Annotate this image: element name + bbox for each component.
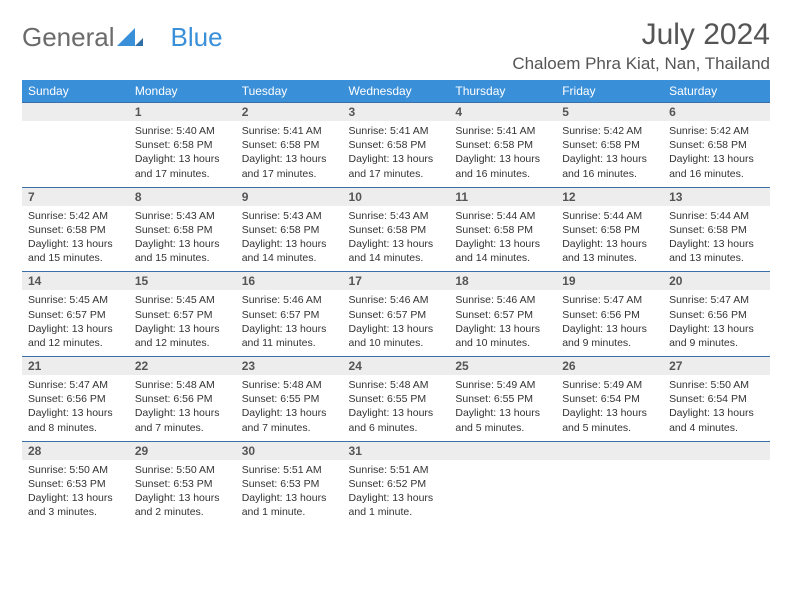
day-cell: Sunrise: 5:47 AMSunset: 6:56 PMDaylight:… [22,375,129,441]
day-cell: Sunrise: 5:51 AMSunset: 6:53 PMDaylight:… [236,460,343,526]
day-number-row: 78910111213 [22,187,770,206]
day-cell: Sunrise: 5:44 AMSunset: 6:58 PMDaylight:… [449,206,556,272]
calendar-table: Sunday Monday Tuesday Wednesday Thursday… [22,80,770,525]
day-cell: Sunrise: 5:42 AMSunset: 6:58 PMDaylight:… [22,206,129,272]
day-number: 12 [556,187,663,206]
day-cell: Sunrise: 5:49 AMSunset: 6:54 PMDaylight:… [556,375,663,441]
day-number: 14 [22,272,129,291]
day-number: 20 [663,272,770,291]
day-number: 5 [556,103,663,122]
day-cell: Sunrise: 5:47 AMSunset: 6:56 PMDaylight:… [556,290,663,356]
weekday-header: Saturday [663,80,770,103]
day-cell: Sunrise: 5:46 AMSunset: 6:57 PMDaylight:… [449,290,556,356]
day-cell: Sunrise: 5:40 AMSunset: 6:58 PMDaylight:… [129,121,236,187]
day-number [449,441,556,460]
day-cell [663,460,770,526]
day-number: 3 [343,103,450,122]
day-number: 11 [449,187,556,206]
day-number [556,441,663,460]
day-data-row: Sunrise: 5:45 AMSunset: 6:57 PMDaylight:… [22,290,770,356]
title-block: July 2024 Chaloem Phra Kiat, Nan, Thaila… [512,18,770,74]
day-cell: Sunrise: 5:41 AMSunset: 6:58 PMDaylight:… [449,121,556,187]
day-cell: Sunrise: 5:46 AMSunset: 6:57 PMDaylight:… [236,290,343,356]
day-cell: Sunrise: 5:43 AMSunset: 6:58 PMDaylight:… [343,206,450,272]
day-number: 1 [129,103,236,122]
month-title: July 2024 [512,18,770,52]
day-number-row: 123456 [22,103,770,122]
day-number: 25 [449,357,556,376]
day-cell: Sunrise: 5:45 AMSunset: 6:57 PMDaylight:… [22,290,129,356]
day-cell: Sunrise: 5:50 AMSunset: 6:54 PMDaylight:… [663,375,770,441]
day-cell [22,121,129,187]
day-cell: Sunrise: 5:42 AMSunset: 6:58 PMDaylight:… [556,121,663,187]
day-number: 18 [449,272,556,291]
day-cell: Sunrise: 5:43 AMSunset: 6:58 PMDaylight:… [129,206,236,272]
location: Chaloem Phra Kiat, Nan, Thailand [512,54,770,74]
weekday-header: Wednesday [343,80,450,103]
day-number-row: 14151617181920 [22,272,770,291]
day-cell: Sunrise: 5:50 AMSunset: 6:53 PMDaylight:… [129,460,236,526]
day-number: 26 [556,357,663,376]
day-number [663,441,770,460]
day-number: 2 [236,103,343,122]
day-cell: Sunrise: 5:47 AMSunset: 6:56 PMDaylight:… [663,290,770,356]
day-number: 8 [129,187,236,206]
day-number: 30 [236,441,343,460]
weekday-header: Friday [556,80,663,103]
day-cell: Sunrise: 5:50 AMSunset: 6:53 PMDaylight:… [22,460,129,526]
logo-triangle-icon [117,22,143,53]
day-cell: Sunrise: 5:41 AMSunset: 6:58 PMDaylight:… [343,121,450,187]
day-cell: Sunrise: 5:48 AMSunset: 6:55 PMDaylight:… [236,375,343,441]
day-number: 10 [343,187,450,206]
day-cell: Sunrise: 5:51 AMSunset: 6:52 PMDaylight:… [343,460,450,526]
weekday-header: Sunday [22,80,129,103]
day-number: 7 [22,187,129,206]
day-cell [449,460,556,526]
day-number: 16 [236,272,343,291]
day-number: 9 [236,187,343,206]
day-cell [556,460,663,526]
day-cell: Sunrise: 5:48 AMSunset: 6:56 PMDaylight:… [129,375,236,441]
day-number: 22 [129,357,236,376]
day-cell: Sunrise: 5:44 AMSunset: 6:58 PMDaylight:… [556,206,663,272]
logo: General Blue [22,18,223,53]
day-number: 24 [343,357,450,376]
day-number: 4 [449,103,556,122]
day-number: 28 [22,441,129,460]
day-cell: Sunrise: 5:42 AMSunset: 6:58 PMDaylight:… [663,121,770,187]
day-number: 17 [343,272,450,291]
day-data-row: Sunrise: 5:47 AMSunset: 6:56 PMDaylight:… [22,375,770,441]
weekday-header-row: Sunday Monday Tuesday Wednesday Thursday… [22,80,770,103]
day-cell: Sunrise: 5:49 AMSunset: 6:55 PMDaylight:… [449,375,556,441]
day-number [22,103,129,122]
header: General Blue July 2024 Chaloem Phra Kiat… [22,18,770,74]
day-number: 15 [129,272,236,291]
day-number: 27 [663,357,770,376]
day-data-row: Sunrise: 5:50 AMSunset: 6:53 PMDaylight:… [22,460,770,526]
day-number: 19 [556,272,663,291]
day-cell: Sunrise: 5:48 AMSunset: 6:55 PMDaylight:… [343,375,450,441]
day-cell: Sunrise: 5:46 AMSunset: 6:57 PMDaylight:… [343,290,450,356]
day-number: 13 [663,187,770,206]
day-data-row: Sunrise: 5:40 AMSunset: 6:58 PMDaylight:… [22,121,770,187]
logo-text-gray: General [22,22,115,53]
weekday-header: Monday [129,80,236,103]
day-cell: Sunrise: 5:43 AMSunset: 6:58 PMDaylight:… [236,206,343,272]
weekday-header: Tuesday [236,80,343,103]
day-number: 31 [343,441,450,460]
day-number: 21 [22,357,129,376]
day-number: 6 [663,103,770,122]
day-data-row: Sunrise: 5:42 AMSunset: 6:58 PMDaylight:… [22,206,770,272]
weekday-header: Thursday [449,80,556,103]
day-cell: Sunrise: 5:41 AMSunset: 6:58 PMDaylight:… [236,121,343,187]
day-cell: Sunrise: 5:45 AMSunset: 6:57 PMDaylight:… [129,290,236,356]
day-number-row: 28293031 [22,441,770,460]
logo-text-blue: Blue [171,22,223,53]
day-number-row: 21222324252627 [22,357,770,376]
day-cell: Sunrise: 5:44 AMSunset: 6:58 PMDaylight:… [663,206,770,272]
calendar-body: 123456Sunrise: 5:40 AMSunset: 6:58 PMDay… [22,103,770,526]
day-number: 29 [129,441,236,460]
day-number: 23 [236,357,343,376]
